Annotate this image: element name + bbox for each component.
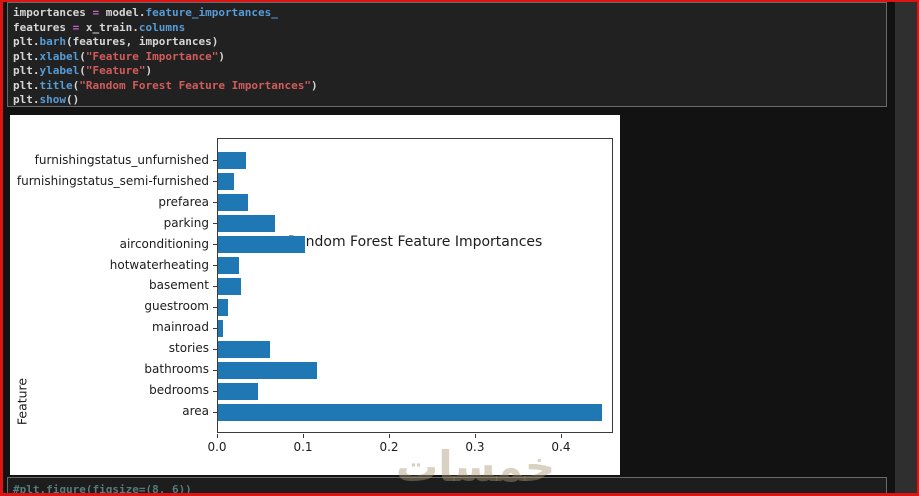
bar-area: [218, 403, 602, 421]
code-line[interactable]: plt.xlabel("Feature Importance"): [13, 49, 225, 63]
capture-frame-bottom: [0, 493, 919, 496]
y-tick-label: area: [182, 404, 209, 419]
capture-frame-top: [0, 0, 919, 2]
bar-mainroad: [218, 319, 224, 337]
y-tick-label: mainroad: [152, 320, 209, 335]
y-tick-mark: [213, 306, 217, 308]
capture-frame-left: [0, 0, 3, 496]
y-tick-mark: [213, 265, 217, 267]
code-line[interactable]: plt.show(): [13, 93, 80, 106]
y-tick-label: basement: [149, 278, 209, 293]
bar-airconditioning: [218, 236, 305, 254]
y-tick-label: bathrooms: [144, 362, 209, 377]
code-line[interactable]: plt.title("Random Forest Feature Importa…: [13, 78, 318, 92]
x-tick-mark: [217, 434, 218, 438]
khamsat-watermark: خمسات: [396, 442, 556, 491]
notebook-code-cell[interactable]: importances = model.feature_importances_…: [7, 2, 887, 107]
bar-prefarea: [218, 194, 249, 212]
x-tick-label: 0.0: [207, 440, 227, 454]
bar-guestroom: [218, 298, 229, 316]
y-tick-label: stories: [168, 341, 209, 356]
y-tick-mark: [213, 181, 217, 183]
y-tick-label: prefarea: [158, 194, 209, 209]
bar-bathrooms: [218, 361, 317, 379]
code-line[interactable]: #plt.figure(figsize=(8, 6)): [13, 483, 192, 496]
y-tick-mark: [213, 369, 217, 371]
code-line[interactable]: plt.barh(features, importances): [13, 35, 219, 48]
x-tick-mark: [388, 434, 390, 438]
y-tick-mark: [213, 160, 217, 162]
y-tick-label: airconditioning: [119, 236, 209, 251]
bar-hotwaterheating: [218, 257, 239, 275]
plot-area: [213, 138, 613, 433]
bar-basement: [218, 277, 242, 295]
y-tick-mark: [213, 390, 217, 392]
y-tick-mark: [213, 285, 217, 287]
bar-stories: [218, 340, 271, 358]
y-tick-mark: [213, 223, 217, 225]
y-tick-mark: [213, 348, 217, 350]
bar-bedrooms: [218, 382, 258, 400]
y-axis-label: Feature: [14, 377, 30, 426]
code-line[interactable]: plt.ylabel("Feature"): [13, 64, 153, 77]
x-tick-mark: [302, 434, 304, 438]
y-tick-mark: [213, 202, 217, 204]
bar-furnishingstatus_unfurnished: [218, 152, 247, 170]
y-tick-mark: [213, 327, 217, 329]
x-tick-mark: [474, 434, 476, 438]
x-tick-mark: [560, 434, 562, 438]
matplotlib-figure-output: Random Forest Feature Importances Featur…: [10, 115, 620, 475]
bar-parking: [218, 215, 275, 233]
y-tick-label: furnishingstatus_unfurnished: [34, 152, 209, 167]
y-tick-label: guestroom: [144, 299, 209, 314]
x-tick-label: 0.4: [551, 440, 571, 454]
code-line[interactable]: importances = model.feature_importances_: [13, 6, 278, 19]
capture-frame-right: [917, 0, 919, 496]
y-tick-label: parking: [163, 215, 209, 230]
y-tick-label: bedrooms: [149, 383, 209, 398]
y-tick-mark: [213, 244, 217, 246]
bar-furnishingstatus_semi-furnished: [218, 173, 235, 191]
code-line[interactable]: features = x_train.columns: [13, 20, 186, 34]
y-tick-label: hotwaterheating: [109, 257, 209, 272]
x-tick-label: 0.2: [379, 440, 399, 454]
y-tick-label: furnishingstatus_semi-furnished: [16, 173, 209, 188]
x-tick-label: 0.1: [293, 440, 313, 454]
y-tick-mark: [213, 411, 217, 413]
editor-scrollbar[interactable]: [895, 2, 917, 493]
chart-title: Random Forest Feature Importances: [287, 234, 543, 250]
x-tick-label: 0.3: [465, 440, 485, 454]
